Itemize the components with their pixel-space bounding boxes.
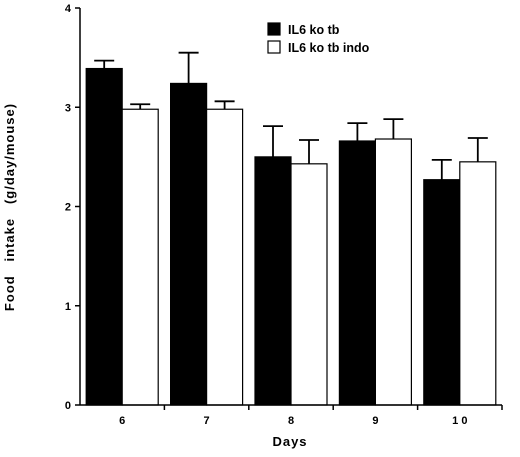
bar-il6-ko-tb-day-1-0 (423, 179, 461, 406)
bar-il6-ko-tb-day-6 (85, 67, 123, 406)
error-bars-group (94, 51, 488, 180)
bar-il6-ko-tb-indo-day-9 (374, 138, 412, 406)
bar-il6-ko-tb-indo-day-8 (290, 163, 328, 406)
x-tick-label-day-7: 7 (204, 415, 210, 427)
x-tick-label-day-8: 8 (288, 415, 294, 427)
bar-il6-ko-tb-day-8 (254, 156, 292, 406)
legend-label-il6-ko-tb-indo: IL6 ko tb indo (288, 41, 370, 55)
legend-swatch-il6-ko-tb (267, 22, 281, 36)
x-tick-label-day-1-0: 1 0 (452, 415, 467, 427)
x-axis-title: Days (272, 434, 307, 449)
bar-il6-ko-tb-day-7 (170, 82, 208, 406)
bar-il6-ko-tb-indo-day-6 (121, 108, 159, 406)
x-ticks-group: 6 7 8 9 1 0 (119, 405, 503, 427)
legend-label-il6-ko-tb: IL6 ko tb (288, 23, 340, 37)
y-axis-title: Food intake (g/day/mouse) (2, 103, 17, 311)
bar-il6-ko-tb-indo-day-1-0 (459, 161, 497, 406)
legend-swatch-il6-ko-tb-indo (267, 40, 281, 54)
bar-il6-ko-tb-day-9 (338, 140, 376, 406)
x-tick-label-day-6: 6 (119, 415, 125, 427)
x-tick-label-day-9: 9 (372, 415, 378, 427)
y-ticks-group: 0 1 2 3 4 (65, 3, 80, 412)
bars-group (85, 67, 497, 406)
y-tick-label-4: 4 (65, 3, 72, 15)
y-tick-label-0: 0 (65, 400, 71, 412)
bar-il6-ko-tb-indo-day-7 (206, 108, 244, 406)
y-tick-label-1: 1 (65, 301, 71, 313)
y-tick-label-2: 2 (65, 202, 71, 214)
legend: IL6 ko tb IL6 ko tb indo (267, 22, 370, 55)
y-tick-label-3: 3 (65, 102, 71, 114)
